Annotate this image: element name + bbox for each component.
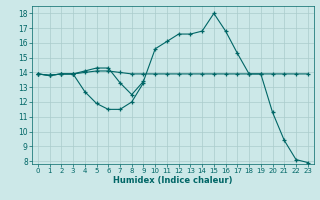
X-axis label: Humidex (Indice chaleur): Humidex (Indice chaleur) bbox=[113, 176, 233, 185]
